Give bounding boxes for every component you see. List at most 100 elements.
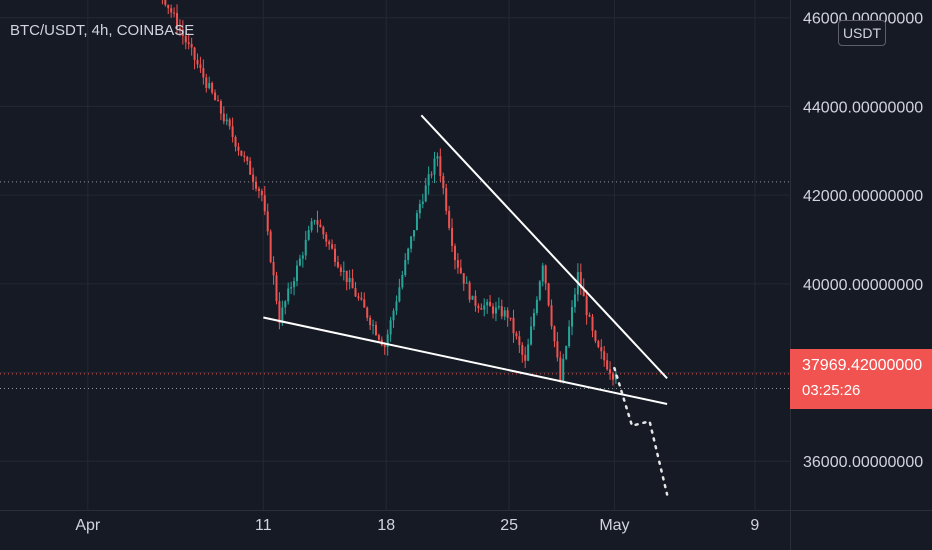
candle-body (357, 296, 360, 298)
candle (278, 292, 281, 330)
candle (386, 329, 389, 356)
candle (573, 287, 576, 313)
candle (216, 95, 219, 102)
candle-body (275, 275, 278, 302)
candle-body (184, 35, 187, 43)
candle-body (553, 326, 556, 342)
candle (553, 325, 556, 348)
candle-body (167, 4, 170, 9)
candle-body (284, 301, 287, 308)
candle-body (524, 354, 527, 361)
candle-body (568, 326, 571, 347)
candle-body (427, 174, 430, 186)
projection (613, 366, 669, 496)
candle-body (492, 306, 495, 314)
candle (184, 31, 187, 50)
candle (492, 303, 495, 319)
candle-body (240, 150, 243, 156)
candle-body (500, 306, 503, 317)
candle-body (199, 64, 202, 69)
candle (424, 177, 427, 203)
candles (161, 0, 617, 386)
candle-body (260, 191, 263, 196)
candle-body (216, 100, 219, 102)
candle-body (225, 119, 228, 122)
candle (413, 230, 416, 241)
candle-body (573, 294, 576, 308)
candle (468, 280, 471, 303)
candle-body (287, 288, 290, 302)
candle-body (600, 347, 603, 352)
candle (222, 106, 225, 125)
candle-body (234, 136, 237, 147)
grid (0, 0, 790, 510)
candle-body (579, 272, 582, 288)
candle-body (269, 231, 272, 262)
candle (301, 251, 304, 268)
candle-body (310, 221, 313, 231)
candle-body (255, 181, 258, 189)
candle-body (453, 245, 456, 261)
candle-body (503, 310, 506, 317)
candle (392, 308, 395, 328)
candle-body (208, 83, 211, 88)
candle (193, 46, 196, 70)
candle (269, 229, 272, 264)
candle (600, 339, 603, 360)
candle (181, 20, 184, 45)
candle (211, 81, 214, 95)
candle-body (354, 288, 357, 297)
candle-body (313, 220, 316, 222)
candle-body (418, 204, 421, 214)
candle-body (585, 296, 588, 316)
candle-body (494, 307, 497, 314)
candle (451, 218, 454, 253)
candle-body (193, 47, 196, 60)
candle (325, 231, 328, 247)
upper-trendline (420, 114, 668, 379)
candle (307, 225, 310, 241)
candle-body (190, 43, 193, 48)
candle (442, 172, 445, 195)
candle (322, 225, 325, 240)
candle (228, 117, 231, 130)
candle (243, 151, 246, 163)
candle-body (298, 258, 301, 266)
candle-body (176, 13, 179, 29)
candle-body (386, 334, 389, 347)
candle-body (374, 324, 377, 336)
candle-body (415, 213, 418, 231)
x-tick-label: 18 (377, 517, 395, 534)
candle-body (550, 305, 553, 327)
candle (319, 219, 322, 228)
candle (293, 277, 296, 296)
y-axis-ticks: 36000.0000000038000.0000000040000.000000… (803, 11, 923, 471)
candle-body (611, 373, 614, 380)
y-tick-label: 42000.00000000 (803, 188, 923, 205)
candle (445, 183, 448, 215)
candle-body (407, 248, 410, 260)
candle-body (541, 265, 544, 282)
candle-body (237, 146, 240, 151)
candle-body (535, 299, 538, 314)
candle (287, 282, 290, 305)
candle (462, 273, 465, 291)
bar-countdown: 03:25:26 (802, 382, 861, 399)
candle (410, 235, 413, 253)
candle (389, 316, 392, 342)
candle (603, 346, 606, 367)
candle (161, 0, 163, 5)
currency-button[interactable]: USDT (838, 20, 886, 46)
candle-body (509, 317, 512, 319)
candle (456, 253, 459, 274)
candle (260, 188, 263, 202)
candle-body (363, 299, 366, 308)
candle (328, 239, 331, 250)
candle-body (196, 59, 199, 65)
candle (571, 300, 574, 336)
x-tick-label: May (599, 517, 629, 534)
candle-body (316, 220, 319, 225)
candle (609, 361, 612, 380)
